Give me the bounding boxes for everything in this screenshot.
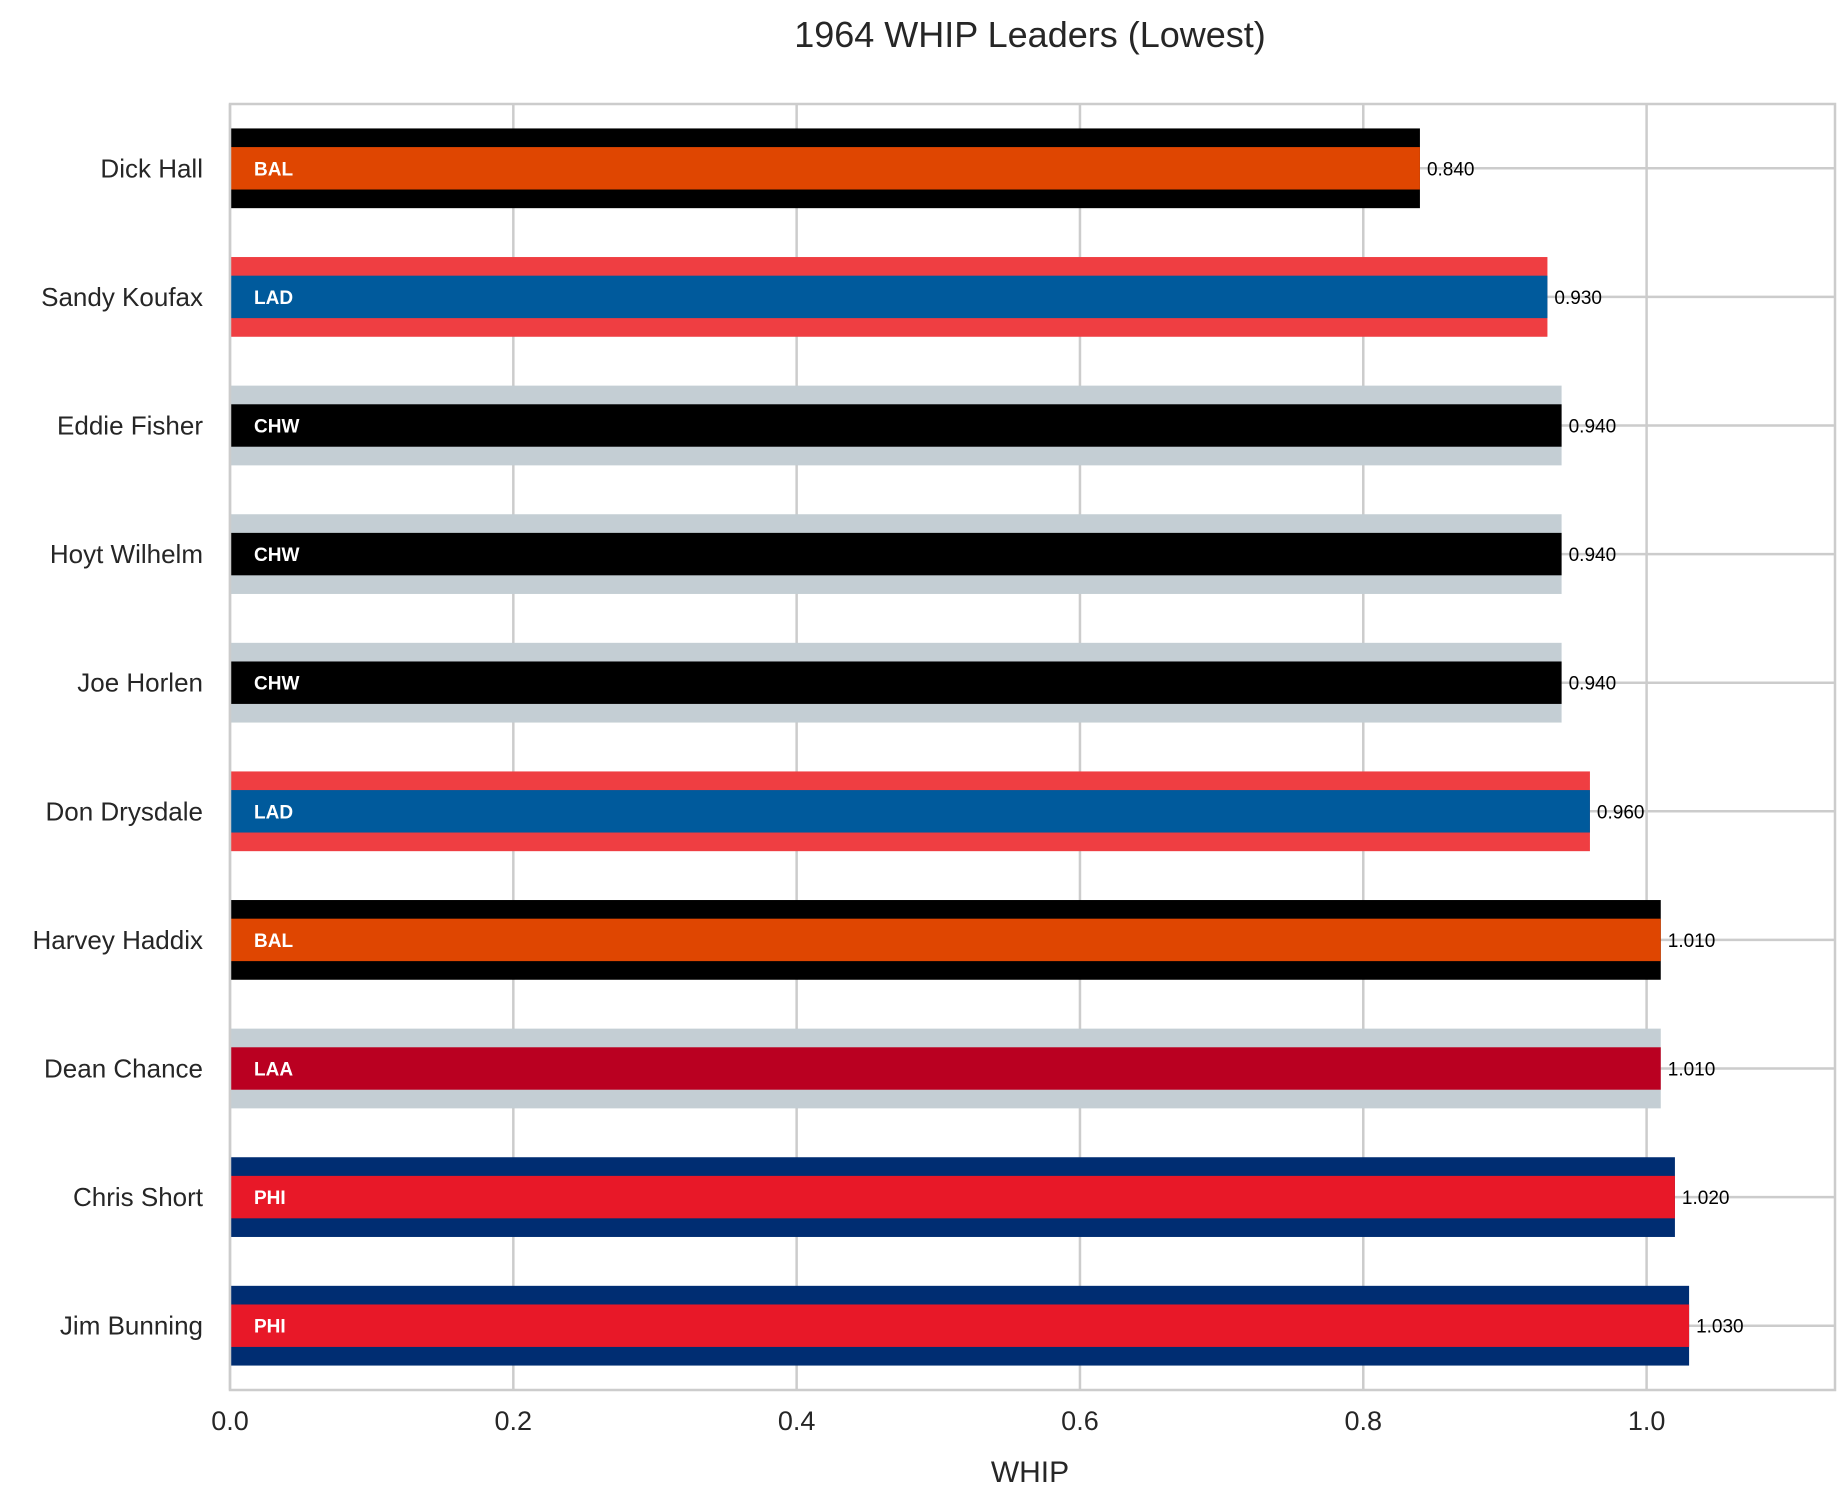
plot-frame (228, 102, 1837, 1392)
y-tick-label: Jim Bunning (60, 1311, 203, 1341)
bar (230, 1047, 1661, 1090)
data-label: 0.940 (1569, 545, 1617, 566)
data-label: 1.010 (1668, 1060, 1716, 1081)
y-axis-labels: Dick Hall Sandy Koufax Eddie Fisher Hoyt Wi… (32, 153, 203, 1340)
bar (230, 1304, 1690, 1347)
x-axis-label: WHIP (991, 1456, 1069, 1489)
team-label: PHI (254, 1188, 286, 1209)
y-tick-label: Chris Short (73, 1182, 204, 1212)
x-tick-label: 1.0 (1628, 1406, 1666, 1436)
team-label: CHW (254, 674, 299, 695)
y-tick-label: Sandy Koufax (41, 282, 203, 312)
y-tick-label: Eddie Fisher (57, 411, 203, 441)
bar (230, 532, 1562, 576)
data-label: 0.940 (1569, 417, 1617, 438)
team-label: BAL (254, 159, 293, 180)
team-label: CHW (254, 545, 299, 566)
data-label: 0.960 (1597, 802, 1645, 823)
bar (230, 661, 1562, 704)
team-label: PHI (254, 1317, 286, 1338)
data-label: 0.940 (1569, 674, 1617, 695)
y-tick-label: Harvey Haddix (32, 925, 203, 955)
bar (230, 790, 1590, 833)
team-label: LAA (254, 1060, 293, 1081)
data-label: 1.020 (1682, 1188, 1730, 1209)
bar-group: CHW 0.940 (230, 385, 1617, 466)
bar-group: PHI 1.020 (230, 1157, 1729, 1237)
bar-group: LAD 0.960 (230, 771, 1645, 852)
y-tick-label: Dick Hall (100, 153, 203, 183)
y-tick-label: Don Drysdale (45, 796, 203, 826)
y-tick-label: Dean Chance (44, 1054, 203, 1084)
x-tick-label: 0.2 (495, 1406, 533, 1436)
x-tick-label: 0.6 (1061, 1406, 1099, 1436)
team-label: BAL (254, 931, 293, 952)
bar (230, 147, 1420, 190)
x-tick-label: 0.0 (211, 1406, 249, 1436)
bar (230, 1175, 1675, 1219)
bar-group: CHW 0.940 (230, 642, 1617, 723)
bar-group: LAA 1.010 (230, 1028, 1716, 1109)
bar (230, 404, 1562, 447)
bar-group: CHW 0.940 (230, 514, 1616, 594)
x-tick-label: 0.4 (778, 1406, 816, 1436)
data-label: 1.030 (1696, 1317, 1744, 1338)
y-tick-label: Joe Horlen (77, 668, 203, 698)
bar-group: BAL 0.840 (230, 128, 1475, 209)
data-label: 1.010 (1668, 931, 1716, 952)
bar-group: LAD 0.930 (230, 257, 1602, 337)
x-tick-label: 0.8 (1345, 1406, 1383, 1436)
bar-group: BAL 1.010 (230, 900, 1715, 980)
bar (230, 275, 1548, 319)
x-axis-tick-labels: 0.0 0.2 0.4 0.6 0.8 1.0 (211, 1406, 1665, 1436)
chart-title: 1964 WHIP Leaders (Lowest) (794, 14, 1266, 55)
data-label: 0.840 (1427, 159, 1475, 180)
team-label: LAD (254, 288, 293, 309)
team-label: CHW (254, 417, 299, 438)
bar (230, 918, 1661, 962)
data-label: 0.930 (1554, 288, 1602, 309)
bars-layer: BAL 0.840 LAD 0.930 CHW 0.940 CHW 0.940 CHW 0.940… (230, 128, 1744, 1366)
team-label: LAD (254, 802, 293, 823)
y-tick-label: Hoyt Wilhelm (50, 539, 203, 569)
bar-group: PHI 1.030 (230, 1285, 1744, 1366)
